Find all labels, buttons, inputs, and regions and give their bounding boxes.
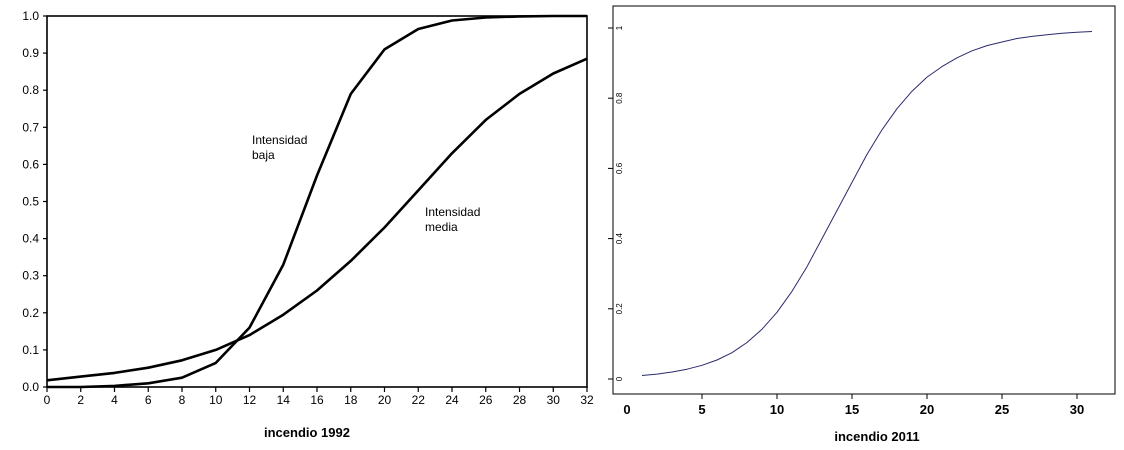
x-tick-label: 6 <box>145 393 152 407</box>
series-label-intensidad-media: media <box>425 220 458 234</box>
x-tick-label: 2 <box>77 393 84 407</box>
x-tick-label: 32 <box>580 393 594 407</box>
x-tick-label: 16 <box>310 393 324 407</box>
y-tick-label: 0.6 <box>615 162 624 174</box>
chart-2011: 0 0.2 0.4 0.6 0.8 1 0 5 10 15 20 25 30 incendio 2011 <box>600 0 1124 445</box>
chart-1992: 0.0 0.1 0.2 0.3 0.4 0.5 0.6 0.7 0.8 0.9 1.0 0 2 4 6 8 10… <box>22 9 594 440</box>
x-tick-label: 22 <box>412 393 426 407</box>
y-tick-label: 0.5 <box>22 195 39 209</box>
chart-1992-svg: 0.00.10.20.30.40.50.60.70.80.91.00 2 4 6 8 10… <box>22 9 594 440</box>
y-tick-label: 0.0 <box>22 380 39 394</box>
series-line <box>641 31 1093 376</box>
y-tick-label: 0.1 <box>22 343 39 357</box>
series-line-intensidad-media <box>46 57 588 382</box>
y-tick-label: 0.2 <box>615 303 624 315</box>
x-tick-label: 24 <box>445 393 459 407</box>
x-tick-label: 10 <box>770 402 784 417</box>
plot-frame <box>46 15 588 388</box>
x-tick-label: 28 <box>513 393 527 407</box>
x-axis-label: incendio 1992 <box>264 425 350 440</box>
x-tick-label: 30 <box>547 393 561 407</box>
y-tick-label: 1 <box>615 25 624 30</box>
y-tick-label: 0.8 <box>615 92 624 104</box>
x-tick-label: 0 <box>44 393 51 407</box>
y-tick-label: 0.4 <box>22 232 39 246</box>
x-tick-label: 26 <box>479 393 493 407</box>
y-tick-label: 1.0 <box>22 9 39 23</box>
x-tick-label: 14 <box>277 393 291 407</box>
series-label-intensidad-baja: baja <box>252 148 275 162</box>
series-label-intensidad-baja: Intensidad <box>252 133 307 147</box>
x-tick-label: 15 <box>845 402 859 417</box>
series-label-intensidad-media: Intensidad <box>425 205 480 219</box>
y-tick-label: 0.6 <box>22 157 39 171</box>
y-tick-label: 0.4 <box>615 232 624 244</box>
x-tick-label: 0 <box>623 402 630 417</box>
x-tick-label: 5 <box>698 402 705 417</box>
y-tick-label: 0.8 <box>22 83 39 97</box>
plot-frame <box>612 5 1116 395</box>
x-tick-label: 25 <box>995 402 1009 417</box>
x-tick-label: 12 <box>243 393 257 407</box>
x-tick-label: 4 <box>111 393 118 407</box>
y-tick-label: 0.9 <box>22 46 39 60</box>
x-axis-label: incendio 2011 <box>834 429 919 444</box>
x-tick-label: 20 <box>920 402 934 417</box>
y-tick-label: 0 <box>615 376 624 381</box>
x-tick-label: 8 <box>179 393 186 407</box>
y-tick-label: 0.3 <box>22 269 39 283</box>
y-tick-label: 0.7 <box>22 120 39 134</box>
x-tick-label: 20 <box>378 393 392 407</box>
x-tick-label: 10 <box>209 393 223 407</box>
x-tick-label: 30 <box>1070 402 1084 417</box>
x-tick-label: 18 <box>344 393 358 407</box>
y-tick-label: 0.2 <box>22 306 39 320</box>
series-line-intensidad-baja <box>47 14 587 389</box>
